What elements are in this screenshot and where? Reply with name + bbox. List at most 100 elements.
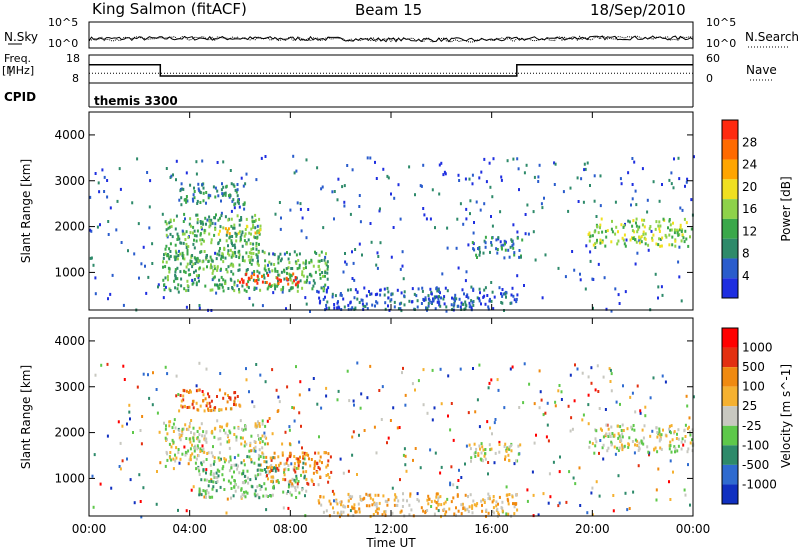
scatter-pixel (162, 296, 165, 300)
region-6-cell (686, 427, 689, 431)
region-0-cell (254, 489, 257, 493)
region-5-cell (423, 298, 426, 302)
nsky-label: N.Sky (4, 30, 39, 44)
region-2-cell (234, 246, 237, 250)
region-7-cell (683, 217, 686, 221)
region-6-cell (478, 246, 481, 249)
scatter-pixel (171, 235, 174, 239)
region-1-cell (267, 273, 270, 277)
region-0-cell (259, 288, 262, 292)
region-5-cell (470, 459, 472, 463)
region-1-cell (266, 474, 268, 478)
region-6-cell (504, 242, 506, 246)
region-7-cell (596, 225, 599, 229)
region-0-cell (215, 471, 218, 475)
region-0-cell (223, 488, 226, 491)
region-5-cell (438, 300, 441, 304)
scatter-pixel (255, 363, 258, 366)
y-tick-label: 1000 (54, 471, 85, 485)
region-6-cell (482, 251, 485, 255)
region-6-cell (632, 424, 635, 427)
scatter-pixel (679, 206, 682, 210)
region-6-cell (620, 443, 623, 447)
region-2-cell (189, 454, 192, 458)
region-0-cell (193, 278, 196, 281)
region-2-cell (181, 429, 184, 433)
region-0-cell (215, 257, 218, 261)
region-2-cell (257, 453, 260, 457)
region-0-cell (174, 270, 177, 274)
region-4-cell (402, 498, 405, 502)
region-2-cell (181, 427, 184, 431)
region-0-cell (274, 466, 277, 470)
region-7-cell (637, 227, 640, 231)
region-6-cell (496, 248, 499, 251)
region-0-cell (277, 257, 280, 261)
region-5-cell (463, 307, 466, 311)
scatter-pixel (450, 402, 453, 405)
region-2-cell (235, 239, 238, 243)
region-0-cell (283, 270, 286, 274)
region-2-cell (178, 433, 181, 436)
region-4-cell (505, 493, 508, 497)
region-6-cell (673, 430, 676, 434)
region-0-cell (200, 463, 203, 467)
colorbar-label: Velocity [m s^-1] (779, 364, 793, 468)
scatter-pixel (353, 278, 356, 282)
scatter-pixel (293, 465, 296, 469)
region-6-cell (670, 424, 673, 428)
region-4-cell (196, 199, 199, 203)
region-0-cell (243, 494, 246, 498)
region-0-cell (213, 267, 216, 271)
region-0-cell (292, 484, 295, 488)
region-5-cell (451, 296, 453, 300)
scatter-pixel (336, 398, 339, 402)
region-6-cell (643, 424, 646, 428)
region-6-cell (495, 247, 498, 251)
region-4-cell (223, 192, 226, 196)
region-3-cell (227, 227, 230, 231)
region-7-cell (678, 228, 681, 232)
region-0-cell (287, 464, 290, 467)
region-0-cell (233, 485, 236, 489)
region-3-cell (210, 399, 213, 403)
region-5-cell (430, 301, 433, 305)
region-4-cell (355, 510, 358, 514)
freq-label-2: [MHz] (2, 64, 35, 77)
scatter-pixel (526, 488, 529, 492)
scatter-pixel (573, 268, 576, 272)
region-4-cell (352, 506, 355, 510)
scatter-pixel (523, 171, 526, 175)
region-5-cell (457, 304, 460, 308)
region-4-cell (457, 509, 460, 513)
region-0-cell (211, 487, 214, 491)
region-2-cell (180, 433, 183, 437)
region-2-cell (174, 459, 177, 463)
region-6-cell (511, 239, 514, 243)
region-3-cell (218, 388, 221, 392)
region-2-cell (255, 424, 258, 428)
scatter-pixel (264, 155, 267, 158)
region-0-cell (280, 270, 283, 274)
region-0-cell (303, 476, 306, 480)
region-4-cell (335, 500, 338, 504)
region-2-cell (201, 260, 204, 264)
region-4-cell (202, 186, 205, 190)
scatter-pixel (597, 390, 600, 393)
region-0-cell (190, 255, 193, 259)
region-2-cell (252, 223, 255, 227)
region-7-cell (604, 244, 607, 248)
scatter-pixel (652, 376, 655, 380)
region-7-cell (648, 227, 651, 231)
region-0-cell (237, 485, 240, 489)
region-4-cell (180, 196, 183, 200)
scatter-pixel (598, 494, 601, 498)
region-4-cell (336, 502, 339, 506)
region-5-cell (438, 290, 441, 293)
scatter-pixel (630, 203, 632, 207)
scatter-pixel (682, 443, 685, 447)
region-3-cell (245, 224, 248, 228)
region-0-cell (262, 494, 265, 498)
scatter-pixel (354, 248, 357, 251)
region-0-cell (215, 481, 218, 484)
